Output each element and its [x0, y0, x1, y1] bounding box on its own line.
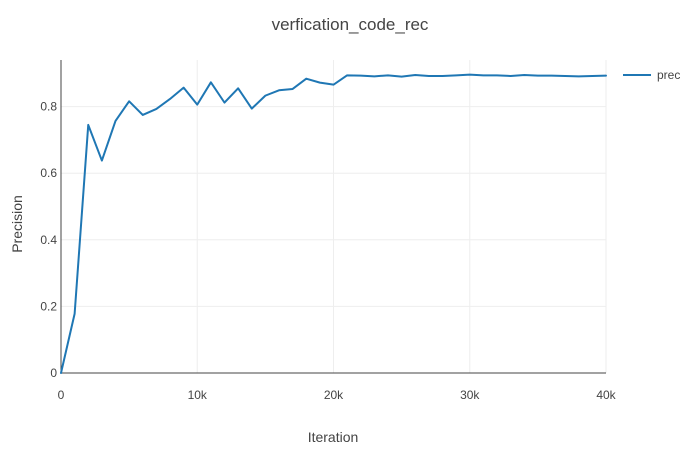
y-axis-title: Precision	[9, 195, 25, 253]
y-tick-label: 0.8	[40, 100, 57, 114]
x-tick-label: 40k	[596, 388, 616, 402]
x-tick-label: 30k	[460, 388, 480, 402]
series-layer	[60, 73, 607, 374]
grid-layer	[61, 60, 607, 373]
legend: prec	[623, 68, 680, 82]
y-tick-label: 0.6	[40, 166, 57, 180]
x-tick-label: 20k	[324, 388, 344, 402]
y-tick-label: 0	[50, 366, 57, 380]
axis-layer: 0 10k 20k 30k 40k 0 0.2 0.4 0.6 0.8	[40, 60, 617, 402]
x-tick-label: 0	[58, 388, 65, 402]
y-tick-label: 0.4	[40, 233, 57, 247]
x-axis-title: Iteration	[308, 429, 359, 445]
x-tick-label: 10k	[188, 388, 208, 402]
series-line-prec	[60, 73, 607, 374]
y-tick-label: 0.2	[40, 299, 57, 313]
chart-title: verfication_code_rec	[272, 15, 429, 34]
legend-label: prec	[657, 68, 680, 82]
